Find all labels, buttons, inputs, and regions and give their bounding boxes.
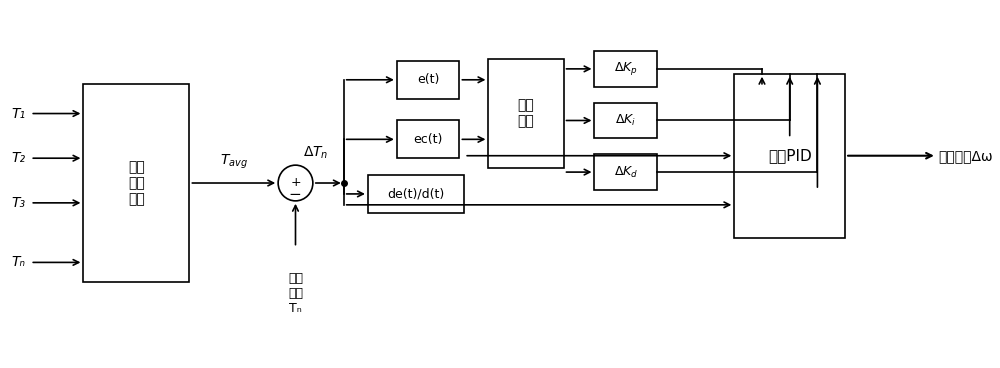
FancyBboxPatch shape <box>734 74 845 238</box>
FancyBboxPatch shape <box>594 154 657 190</box>
Text: e(t): e(t) <box>417 73 439 86</box>
Text: −: − <box>288 187 301 202</box>
Text: 负载
转矩
计算: 负载 转矩 计算 <box>128 160 145 206</box>
FancyBboxPatch shape <box>397 61 459 99</box>
Text: T₃: T₃ <box>11 196 25 210</box>
Text: Tₙ: Tₙ <box>11 255 25 269</box>
Text: $\Delta K_i$: $\Delta K_i$ <box>615 113 636 128</box>
Text: $\Delta K_d$: $\Delta K_d$ <box>614 164 638 180</box>
FancyBboxPatch shape <box>83 84 189 282</box>
Text: ec(t): ec(t) <box>413 133 443 146</box>
Text: 速度补偿Δω: 速度补偿Δω <box>939 149 993 163</box>
Text: 常规PID: 常规PID <box>768 148 812 163</box>
Text: $\Delta T_n$: $\Delta T_n$ <box>303 145 329 161</box>
Text: $\Delta K_p$: $\Delta K_p$ <box>614 60 638 77</box>
FancyBboxPatch shape <box>397 120 459 158</box>
Text: +: + <box>290 176 301 189</box>
FancyBboxPatch shape <box>594 103 657 138</box>
Text: 转矩
反馈
Tₙ: 转矩 反馈 Tₙ <box>288 272 303 315</box>
FancyBboxPatch shape <box>594 51 657 87</box>
Text: T₁: T₁ <box>11 106 25 121</box>
Text: de(t)/d(t): de(t)/d(t) <box>387 187 445 201</box>
FancyBboxPatch shape <box>368 175 464 213</box>
FancyBboxPatch shape <box>488 59 564 168</box>
Text: T₂: T₂ <box>11 151 25 165</box>
Text: $T_{avg}$: $T_{avg}$ <box>220 153 248 171</box>
Text: 模糊
推理: 模糊 推理 <box>518 98 534 129</box>
